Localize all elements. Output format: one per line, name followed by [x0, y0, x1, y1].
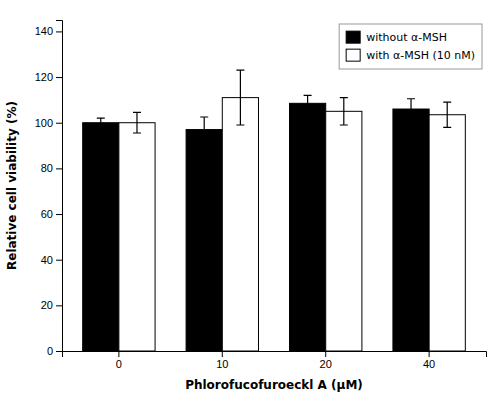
x-tick: 0 [116, 351, 122, 370]
error-bar [236, 70, 244, 125]
y-tick: 140 [35, 25, 62, 37]
legend-item: with α-MSH (10 nM) [346, 49, 475, 62]
error-bar [200, 117, 208, 142]
bar [222, 98, 258, 351]
y-tick-mark [56, 305, 62, 306]
x-tick-mark [222, 351, 223, 357]
chart: 0204060801001201400102040without α-MSHwi… [0, 0, 501, 401]
x-axis-title: Phlorofucofuroeckl A (μM) [185, 378, 363, 392]
error-bar [97, 118, 105, 127]
x-tick-label: 20 [320, 358, 332, 370]
bar [186, 130, 222, 351]
x-tick-mark [429, 351, 430, 357]
error-bar [304, 95, 312, 111]
x-tick: 40 [423, 351, 435, 370]
x-tick-label: 40 [423, 358, 435, 370]
y-tick: 120 [35, 71, 62, 83]
x-tick-mark [118, 351, 119, 357]
bar [119, 123, 155, 351]
y-axis: 0 20 40 60 80 100 120 140 [35, 21, 63, 358]
legend: without α-MSH with α-MSH (10 nM) [339, 24, 482, 69]
y-tick-mark [56, 351, 62, 352]
y-tick-label: 0 [47, 345, 53, 357]
y-tick-mark [56, 214, 62, 215]
legend-swatch [346, 31, 360, 43]
x-tick-mark [325, 351, 326, 357]
bar [326, 111, 362, 351]
y-axis-line [56, 21, 63, 352]
y-tick-mark [56, 168, 62, 169]
y-tick-label: 20 [41, 299, 53, 311]
series [83, 95, 429, 351]
legend-frame [339, 24, 482, 69]
marks [83, 70, 466, 351]
bar [290, 103, 326, 351]
y-tick-label: 140 [35, 25, 53, 37]
x-axis: 0 10 20 40 [63, 351, 487, 370]
bar [393, 109, 429, 351]
y-tick-label: 120 [35, 71, 53, 83]
error-bar [443, 102, 451, 127]
y-tick: 100 [35, 117, 62, 129]
y-tick-label: 40 [41, 254, 53, 266]
legend-label: without α-MSH [366, 31, 447, 44]
y-tick: 0 [47, 345, 62, 357]
y-tick-mark [56, 260, 62, 261]
y-tick: 60 [41, 208, 62, 220]
legend-label: with α-MSH (10 nM) [366, 49, 475, 62]
error-bar [133, 112, 141, 133]
legend-swatch [346, 49, 360, 61]
legend-item: without α-MSH [346, 31, 447, 44]
x-tick: 10 [216, 351, 228, 370]
x-axis-line [63, 352, 487, 358]
error-bar [407, 99, 415, 120]
y-tick: 80 [41, 162, 62, 174]
y-axis-title: Relative cell viability (%) [5, 101, 19, 270]
bar [83, 123, 119, 351]
y-tick: 40 [41, 254, 62, 266]
series [119, 70, 465, 351]
y-tick-mark [56, 31, 62, 32]
error-bar [340, 98, 348, 125]
plot: 0204060801001201400102040without α-MSHwi… [35, 21, 487, 370]
y-tick-label: 60 [41, 208, 53, 220]
y-tick-mark [56, 77, 62, 78]
y-tick-label: 100 [35, 117, 53, 129]
x-tick-label: 0 [116, 358, 122, 370]
y-tick-mark [56, 123, 62, 124]
bar [429, 115, 465, 351]
y-tick-label: 80 [41, 162, 53, 174]
y-tick: 20 [41, 299, 62, 311]
x-tick-label: 10 [216, 358, 228, 370]
x-tick: 20 [320, 351, 332, 370]
